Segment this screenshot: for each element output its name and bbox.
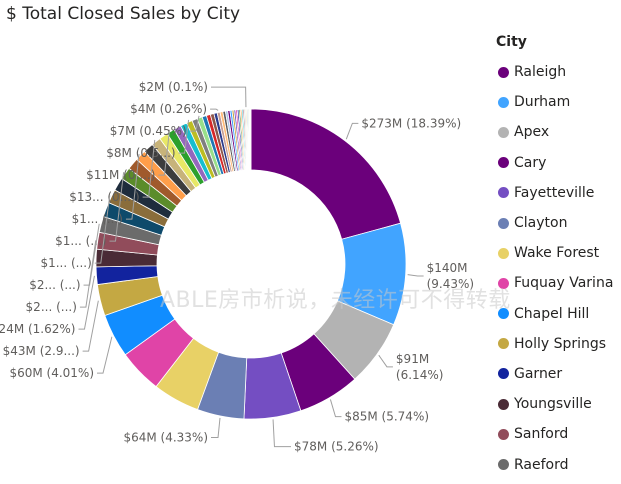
data-label: $85M (5.74%) bbox=[344, 410, 429, 424]
legend-label: Chapel Hill bbox=[514, 305, 590, 322]
legend-label: Clayton bbox=[514, 215, 568, 232]
legend-label: Fuquay Varina bbox=[514, 275, 614, 292]
legend-label: Durham bbox=[514, 94, 571, 111]
legend-item[interactable]: Wake Forest bbox=[496, 238, 620, 268]
legend-title: City bbox=[496, 34, 527, 50]
legend-swatch bbox=[498, 157, 509, 169]
legend-item[interactable]: Cary bbox=[496, 148, 620, 178]
data-label: $2... (...) bbox=[29, 278, 80, 292]
legend-swatch bbox=[498, 428, 509, 440]
legend-label: Apex bbox=[514, 124, 550, 141]
data-label: $2... (...) bbox=[26, 300, 77, 314]
legend-swatch bbox=[498, 338, 509, 350]
leader-line bbox=[78, 275, 95, 330]
data-label: $1... (...) bbox=[55, 234, 106, 248]
legend-item[interactable]: Clayton bbox=[496, 208, 620, 238]
chart-title: $ Total Closed Sales by City bbox=[6, 4, 241, 24]
legend-swatch bbox=[498, 187, 509, 199]
data-label: $140M (9.43%) bbox=[427, 261, 474, 291]
data-label: $1... (...) bbox=[40, 256, 91, 270]
legend-label: Raeford bbox=[514, 456, 569, 473]
legend-swatch bbox=[498, 126, 509, 138]
leader-line bbox=[329, 399, 342, 418]
data-label: $273M (18.39%) bbox=[361, 116, 461, 130]
legend-swatch bbox=[498, 247, 509, 259]
legend-label: Youngsville bbox=[514, 396, 592, 413]
data-label: $11M (0....) bbox=[86, 168, 155, 182]
legend-swatch bbox=[498, 398, 509, 410]
leader-line bbox=[109, 172, 125, 242]
legend-swatch bbox=[498, 277, 509, 289]
legend-swatch bbox=[498, 368, 509, 380]
data-label: $13... (0....) bbox=[69, 190, 139, 204]
leader-line bbox=[211, 417, 221, 439]
legend-item[interactable]: Fuquay Varina bbox=[496, 268, 620, 298]
legend-label: Wake Forest bbox=[514, 245, 600, 262]
legend-swatch bbox=[498, 308, 509, 320]
legend-item[interactable]: Chapel Hill bbox=[496, 299, 620, 329]
legend: City Raleigh Durham Apex Cary Fayetteville Cl… bbox=[496, 33, 620, 480]
data-label: $7M (0.45%) bbox=[110, 124, 187, 138]
legend-label: Sanford bbox=[514, 426, 569, 443]
data-label: $78M (5.26%) bbox=[294, 440, 379, 454]
legend-item[interactable]: Raleigh bbox=[496, 57, 620, 87]
legend-swatch bbox=[498, 459, 509, 471]
leader-line bbox=[158, 129, 171, 176]
legend-item[interactable]: Holly Springs bbox=[496, 329, 620, 359]
legend-swatch bbox=[498, 66, 509, 78]
leader-line bbox=[97, 336, 113, 374]
data-label: $24M (1.62%) bbox=[0, 322, 75, 336]
data-label: $43M (2.9...) bbox=[3, 344, 80, 358]
leader-line bbox=[125, 153, 140, 220]
data-label: $60M (4.01%) bbox=[9, 366, 94, 380]
leader-line bbox=[210, 108, 219, 111]
data-label: $91M (6.14%) bbox=[396, 352, 443, 382]
legend-label: Holly Springs bbox=[514, 335, 607, 352]
leader-line bbox=[178, 119, 190, 154]
leader-line bbox=[94, 195, 111, 264]
legend-label: Raleigh bbox=[514, 64, 567, 81]
watermark-text: ABLE房市析说，未经许可不得转载 bbox=[160, 288, 511, 313]
data-label: $64M (4.33%) bbox=[123, 431, 208, 445]
legend-item[interactable]: Garner bbox=[496, 359, 620, 389]
legend-label: Fayetteville bbox=[514, 184, 595, 201]
legend-item[interactable]: Raeford bbox=[496, 449, 620, 479]
legend-item[interactable]: Youngsville bbox=[496, 389, 620, 419]
leader-line bbox=[82, 300, 99, 352]
leader-line bbox=[378, 354, 393, 368]
leader-line bbox=[211, 86, 247, 108]
legend-item[interactable]: Sanford bbox=[496, 419, 620, 449]
legend-swatch bbox=[498, 96, 509, 108]
data-label: $1... (...) bbox=[72, 212, 123, 226]
legend-items: Raleigh Durham Apex Cary Fayetteville Clayton… bbox=[496, 57, 620, 480]
data-label: $8M (0.5...) bbox=[106, 146, 175, 160]
legend-swatch bbox=[498, 217, 509, 229]
leader-line bbox=[407, 274, 424, 277]
leader-line bbox=[142, 139, 156, 198]
leader-line bbox=[189, 115, 200, 132]
data-label: $4M (0.26%) bbox=[130, 102, 207, 116]
leader-line bbox=[79, 240, 97, 308]
legend-item[interactable]: Fayetteville bbox=[496, 178, 620, 208]
leader-line bbox=[272, 419, 291, 448]
donut-slice[interactable] bbox=[249, 108, 252, 171]
leader-line bbox=[345, 122, 359, 140]
legend-item[interactable]: Durham bbox=[496, 87, 620, 117]
legend-label: Garner bbox=[514, 365, 563, 382]
data-label: $2M (0.1%) bbox=[139, 80, 208, 94]
legend-item[interactable]: Apex bbox=[496, 117, 620, 147]
legend-label: Cary bbox=[514, 154, 547, 171]
